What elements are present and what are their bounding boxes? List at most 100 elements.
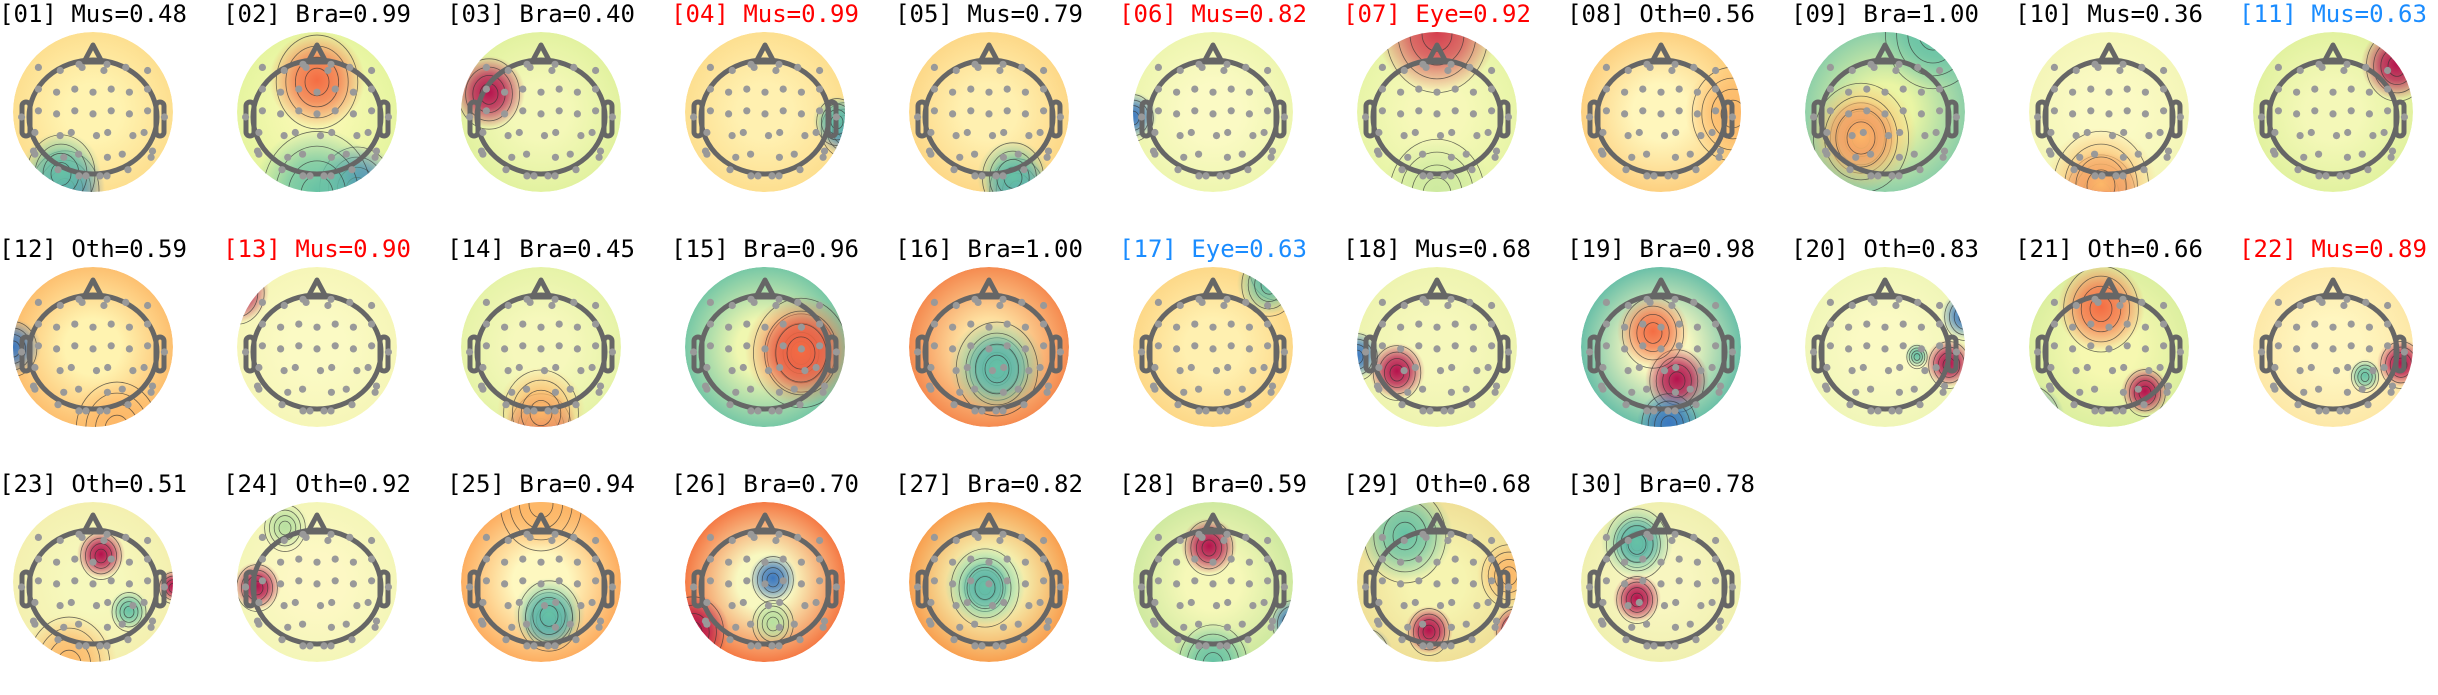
contour-line xyxy=(1357,634,1384,662)
electrode xyxy=(750,533,758,541)
electrode xyxy=(1020,166,1028,174)
electrode xyxy=(2108,132,2117,140)
electrode xyxy=(1826,298,1834,306)
electrode xyxy=(1398,401,1406,409)
electrode xyxy=(1451,320,1459,328)
electrode xyxy=(327,642,335,650)
electrode xyxy=(1260,363,1268,372)
electrode xyxy=(1245,580,1253,588)
head-outline xyxy=(1587,512,1735,647)
contour-line xyxy=(1660,415,1678,427)
electrode xyxy=(89,110,97,118)
contour-line xyxy=(1958,309,1965,325)
electrode xyxy=(299,172,307,180)
electrode xyxy=(1224,363,1232,372)
electrode xyxy=(588,598,596,607)
electrode xyxy=(368,66,376,75)
electrode xyxy=(348,401,356,409)
electrode xyxy=(1597,617,1606,625)
component-title: [27] Bra=0.82 xyxy=(895,470,1083,498)
electrode xyxy=(1845,345,1853,353)
electrode xyxy=(1378,533,1386,541)
electrode xyxy=(1220,66,1228,75)
electrode xyxy=(1021,345,1029,353)
electrode xyxy=(925,617,934,625)
electrode xyxy=(1447,623,1456,631)
electrode xyxy=(949,558,957,566)
electrode xyxy=(1469,323,1477,331)
electrode xyxy=(349,110,357,118)
component-panel: [03] Bra=0.40 xyxy=(429,0,653,225)
electrode xyxy=(1021,110,1029,118)
electrode xyxy=(1260,598,1268,607)
electrode xyxy=(743,320,751,328)
electrode xyxy=(482,577,490,585)
electrode xyxy=(144,107,152,115)
activation-blob xyxy=(1617,295,1689,367)
electrode xyxy=(2384,320,2392,328)
topomap xyxy=(1133,267,1293,427)
electrode xyxy=(1264,85,1272,93)
electrode xyxy=(140,363,148,372)
electrode xyxy=(2300,153,2308,161)
electrode xyxy=(1697,132,1705,140)
electrode xyxy=(1419,407,1427,415)
component-title: [11] Mus=0.63 xyxy=(2239,0,2427,28)
electrode xyxy=(996,536,1004,545)
electrode xyxy=(482,63,490,71)
electrode xyxy=(1866,150,1875,158)
contour-line xyxy=(304,67,330,97)
electrode xyxy=(1375,363,1383,372)
electrode xyxy=(2365,323,2373,331)
electrode xyxy=(779,85,787,93)
electrode xyxy=(540,132,549,140)
electrode xyxy=(1411,598,1419,607)
contour-line xyxy=(237,268,259,318)
electrode xyxy=(502,401,510,409)
electrode xyxy=(1020,636,1028,644)
electrode xyxy=(1917,110,1925,118)
component-panel: [02] Bra=0.99 xyxy=(205,0,429,225)
electrode xyxy=(258,342,266,350)
electrode xyxy=(537,558,545,566)
electrode xyxy=(544,172,552,180)
electrode xyxy=(544,642,552,650)
electrode xyxy=(2047,363,2055,372)
electrode xyxy=(342,620,350,628)
electrode xyxy=(1646,63,1654,71)
electrode xyxy=(280,301,288,310)
electrode xyxy=(1468,401,1476,409)
electrode xyxy=(2160,107,2168,115)
electrode xyxy=(592,342,600,350)
electrode xyxy=(34,63,43,71)
topomap xyxy=(909,502,1069,662)
electrode xyxy=(60,153,68,161)
contour-line xyxy=(1911,350,1923,364)
electrode xyxy=(96,172,104,180)
contour-line xyxy=(1408,608,1450,656)
electrode xyxy=(816,85,824,93)
topomap xyxy=(1357,32,1517,192)
electrode xyxy=(1712,85,1720,93)
electrode xyxy=(306,407,314,415)
electrode xyxy=(775,530,783,538)
electrode xyxy=(812,598,820,607)
electrode xyxy=(956,153,964,161)
electrode xyxy=(1848,66,1856,75)
electrode xyxy=(1686,385,1694,393)
electrode xyxy=(776,598,784,607)
electrode xyxy=(2091,407,2099,415)
electrode xyxy=(1936,342,1944,350)
contour-line xyxy=(2086,169,2116,192)
electrode xyxy=(258,85,266,93)
electrode xyxy=(1642,620,1651,628)
electrode xyxy=(144,85,152,93)
electrode xyxy=(1191,342,1199,350)
electrode xyxy=(124,636,132,644)
electrode xyxy=(701,617,710,625)
electrode xyxy=(125,88,133,96)
electrode xyxy=(2336,172,2344,180)
electrode xyxy=(1378,298,1386,306)
electrode xyxy=(1209,580,1217,588)
electrode xyxy=(595,388,603,396)
